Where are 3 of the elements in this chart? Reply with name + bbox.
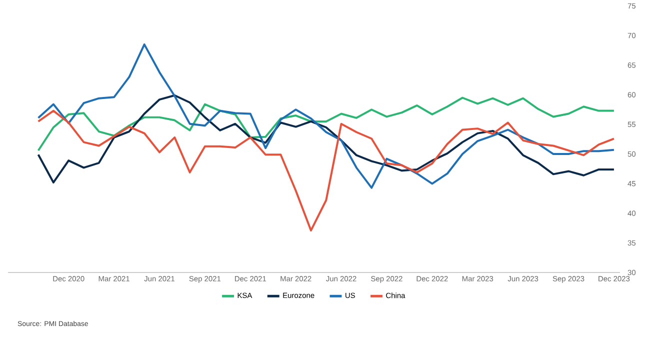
- line-series: [37, 96, 615, 152]
- line-series: [37, 94, 615, 184]
- line-series: [37, 44, 615, 190]
